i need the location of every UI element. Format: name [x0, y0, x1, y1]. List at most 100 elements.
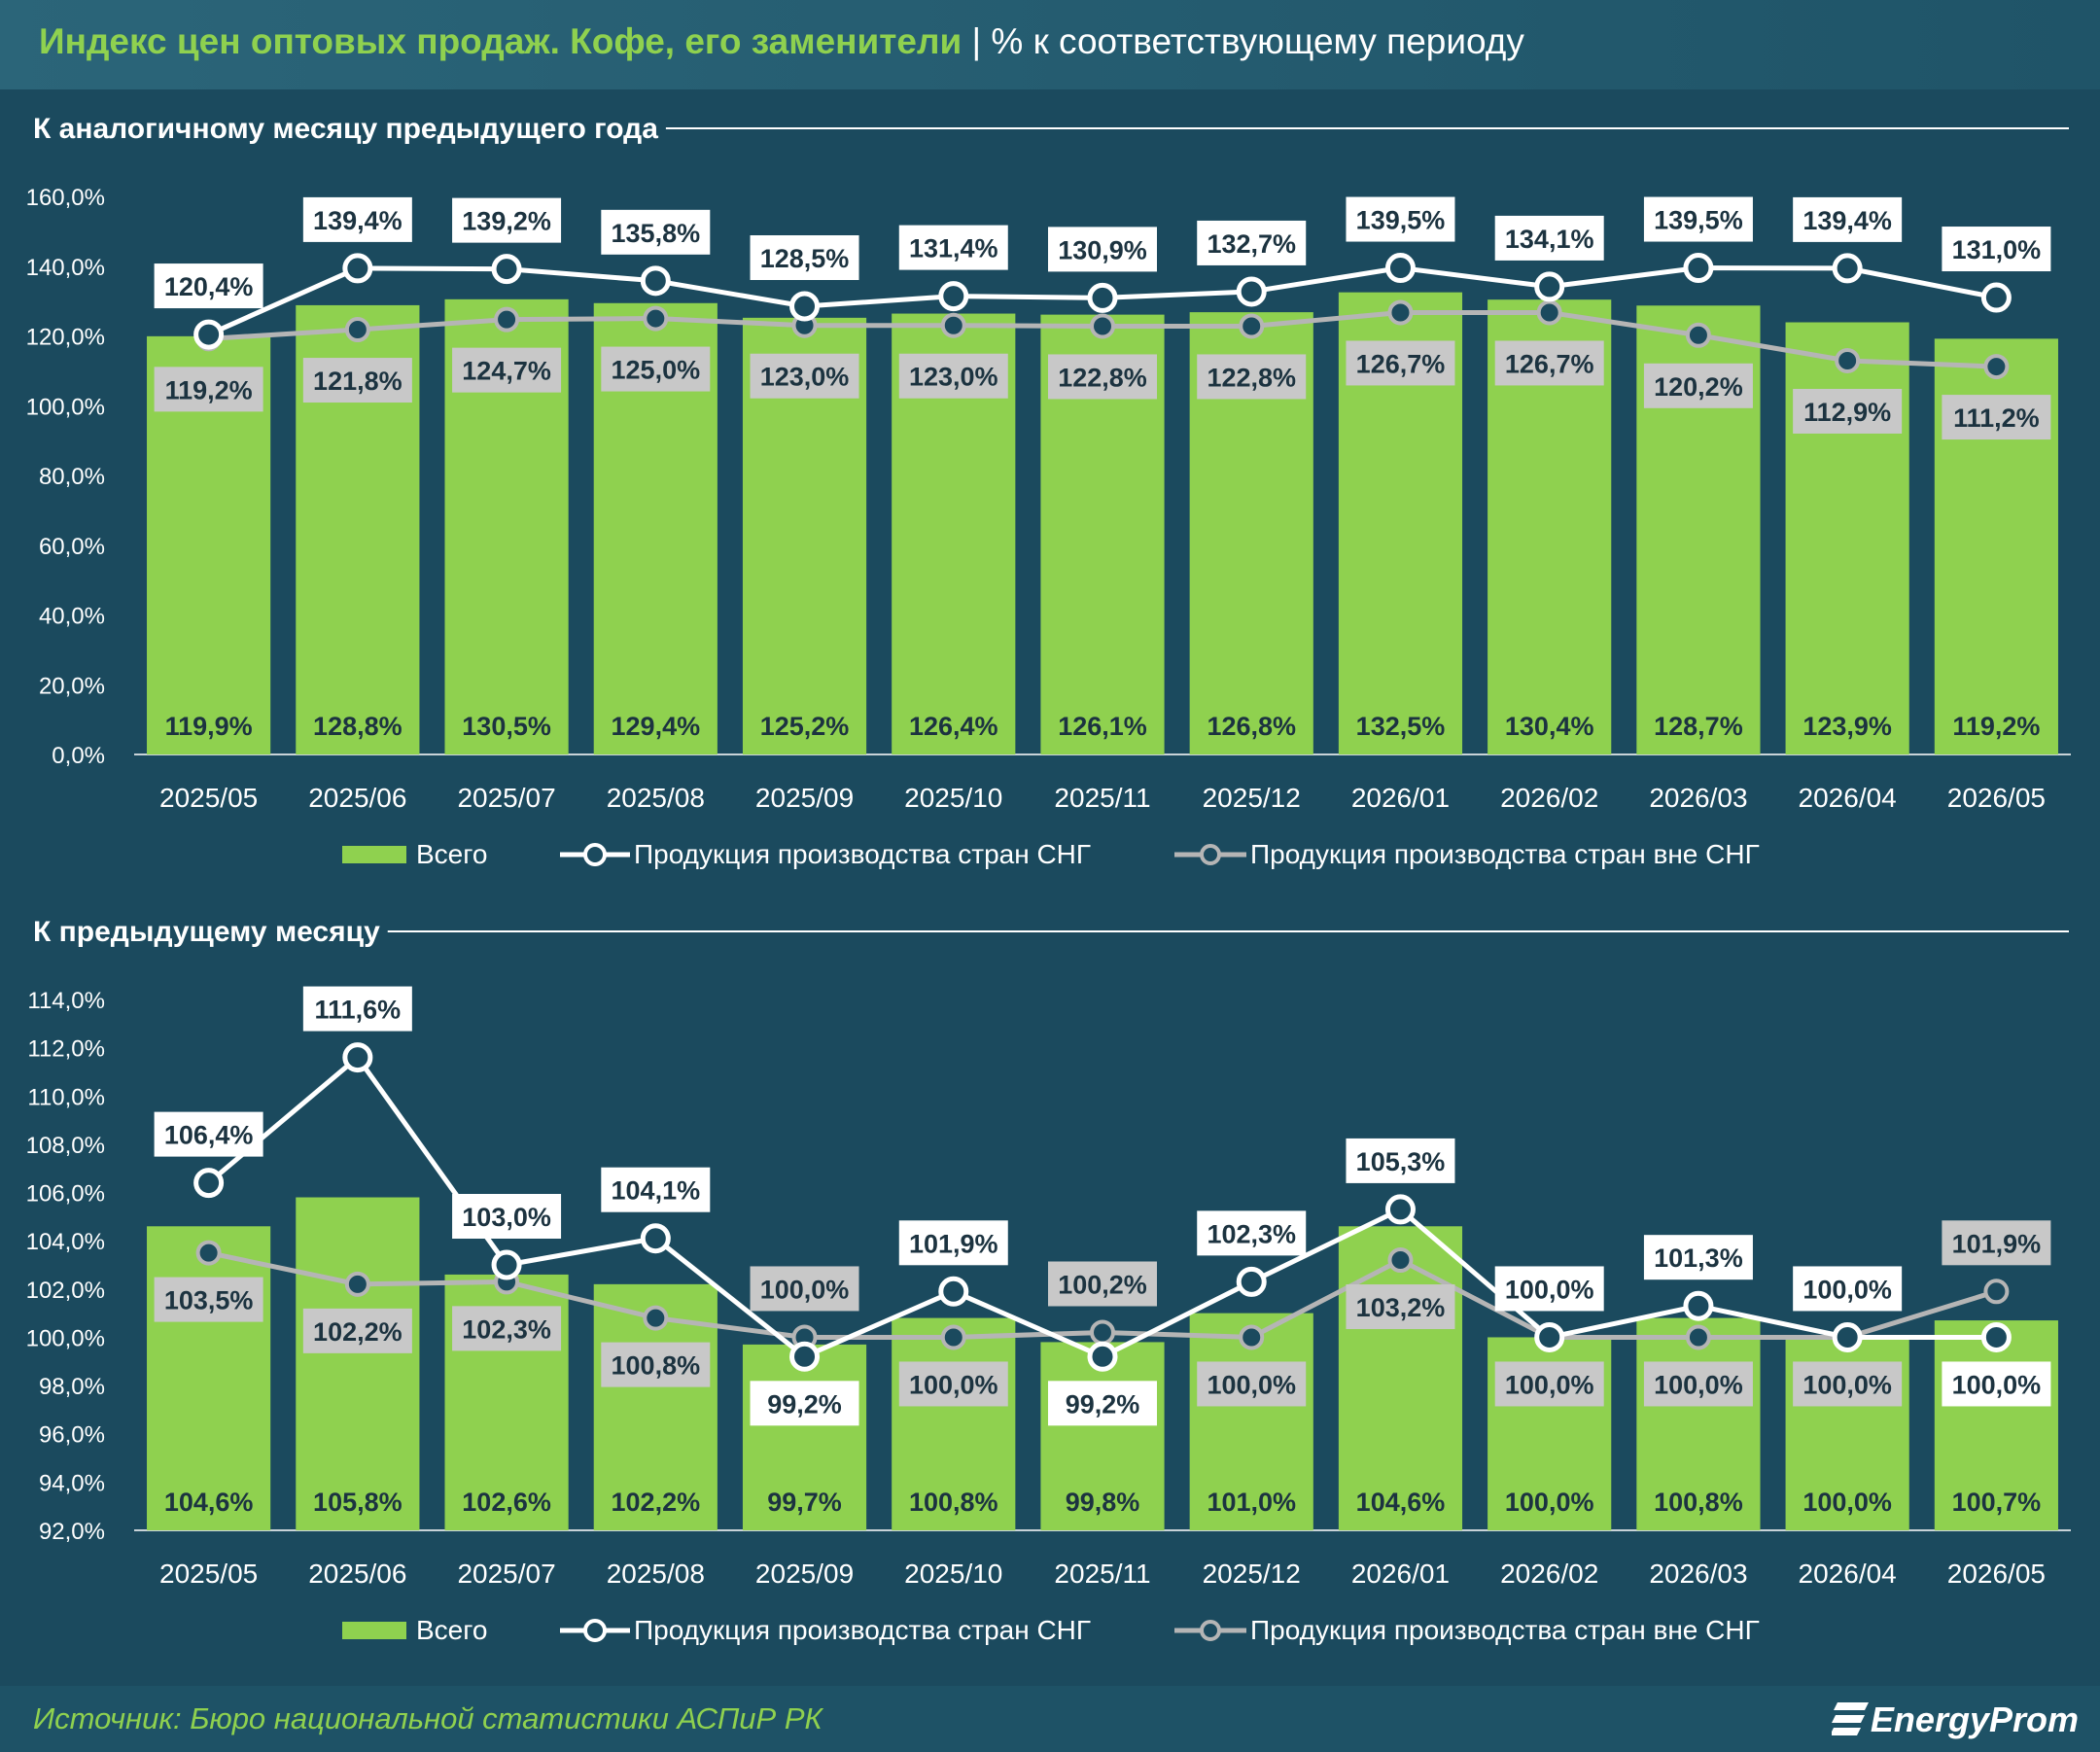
point-cis: [342, 1042, 373, 1073]
point-cis: [342, 253, 373, 284]
non-cis-value-label: 100,0%: [1654, 1370, 1743, 1399]
title-main: Индекс цен оптовых продаж. Кофе, его зам…: [39, 21, 962, 61]
legend-label: Всего: [416, 839, 487, 869]
point-non-cis: [940, 1324, 966, 1350]
non-cis-value-label-box: [154, 1277, 263, 1322]
point-cis: [1980, 282, 2012, 313]
cis-value-label-box: [452, 197, 562, 243]
point-cis: [491, 254, 522, 285]
cis-value-label-box: [1643, 196, 1753, 242]
cis-value-label: 134,1%: [1505, 225, 1594, 254]
cis-value-label: 100,0%: [1802, 1275, 1892, 1304]
legend-label: Продукция производства стран СНГ: [634, 839, 1091, 869]
y-tick-label: 114,0%: [27, 988, 105, 1014]
non-cis-value-label: 100,0%: [1802, 1370, 1892, 1399]
point-cis: [193, 319, 225, 350]
bar-value-label: 130,5%: [462, 712, 551, 741]
legend-marker-non-cis: [1200, 1620, 1221, 1641]
bar: [892, 1317, 1016, 1530]
point-cis: [640, 1223, 671, 1254]
title-separator: |: [971, 21, 982, 61]
non-cis-value-label: 123,0%: [909, 363, 998, 392]
non-cis-value-label: 120,2%: [1654, 372, 1743, 402]
point-cis: [1384, 1194, 1416, 1225]
cis-value-label-box: [1197, 220, 1307, 265]
x-tick-label: 2026/03: [1649, 1559, 1747, 1589]
legend-label: Продукция производства стран вне СНГ: [1250, 1615, 1760, 1645]
non-cis-value-label-box: [1942, 395, 2051, 440]
non-cis-value-label: 112,9%: [1803, 398, 1891, 427]
x-tick-label: 2026/04: [1799, 1559, 1897, 1589]
cis-value-label-box: [1793, 1266, 1903, 1312]
point-non-cis: [940, 312, 966, 338]
x-tick-label: 2025/11: [1054, 1559, 1150, 1589]
bar-value-label: 102,2%: [612, 1488, 701, 1517]
cis-value-label-box: [601, 209, 711, 255]
cis-value-label: 120,4%: [164, 272, 254, 301]
y-tick-label: 104,0%: [26, 1229, 105, 1255]
non-cis-value-label-box: [898, 353, 1008, 399]
point-cis: [1832, 253, 1863, 284]
non-cis-value-label: 103,5%: [164, 1286, 254, 1315]
x-tick-label: 2026/01: [1351, 1559, 1450, 1589]
non-cis-value-label-box: [1793, 1361, 1903, 1407]
cis-value-label-box: [898, 225, 1008, 270]
cis-value-label: 101,9%: [909, 1229, 998, 1258]
non-cis-value-label: 101,9%: [1952, 1229, 2042, 1258]
non-cis-value-label-box: [601, 1342, 711, 1387]
point-cis: [1236, 276, 1267, 307]
y-tick-label: 106,0%: [26, 1181, 105, 1208]
non-cis-value-label-box: [1346, 340, 1455, 386]
non-cis-value-label: 123,0%: [760, 363, 850, 392]
non-cis-value-label-box: [1197, 354, 1307, 400]
non-cis-value-label: 119,2%: [165, 375, 253, 404]
bar-value-label: 126,8%: [1207, 712, 1296, 741]
point-cis: [640, 265, 671, 297]
point-non-cis: [1685, 322, 1711, 348]
y-tick-label: 92,0%: [39, 1519, 105, 1545]
bar-value-label: 101,0%: [1207, 1488, 1296, 1517]
cis-value-label-box: [1346, 1138, 1455, 1183]
bar-value-label: 105,8%: [313, 1488, 402, 1517]
legend-swatch-bar: [342, 846, 406, 863]
non-cis-value-label-box: [302, 1308, 412, 1353]
bar-value-label: 126,1%: [1058, 712, 1147, 741]
cis-value-label: 132,7%: [1207, 229, 1296, 259]
cis-value-label-box: [1197, 1210, 1307, 1256]
point-non-cis: [1090, 313, 1115, 339]
bar-value-label: 99,7%: [767, 1488, 842, 1517]
bar-value-label: 128,8%: [313, 712, 402, 741]
x-tick-label: 2026/04: [1799, 783, 1897, 813]
y-tick-label: 112,0%: [27, 1036, 105, 1063]
section-title: К аналогичному месяцу предыдущего года: [33, 113, 658, 145]
cis-value-label: 104,1%: [612, 1176, 701, 1206]
point-cis: [1534, 271, 1565, 302]
energyprom-logo-icon: [1831, 1702, 1869, 1735]
bar: [742, 1344, 867, 1530]
non-cis-value-label-box: [1643, 363, 1753, 408]
bar-value-label: 119,2%: [1952, 712, 2040, 741]
point-non-cis: [1387, 299, 1414, 326]
cis-value-label: 103,0%: [462, 1203, 551, 1232]
cis-value-label: 139,2%: [462, 207, 551, 236]
x-tick-label: 2026/02: [1500, 1559, 1598, 1589]
non-cis-value-label-box: [750, 1266, 859, 1312]
y-tick-label: 120,0%: [26, 325, 105, 351]
non-cis-value-label: 122,8%: [1207, 363, 1296, 392]
x-tick-label: 2026/01: [1351, 783, 1450, 813]
non-cis-value-label-box: [1494, 340, 1604, 386]
non-cis-value-label: 122,8%: [1058, 363, 1147, 392]
non-cis-value-label: 102,3%: [462, 1314, 551, 1344]
point-non-cis: [195, 1240, 222, 1266]
point-cis: [938, 1276, 969, 1307]
y-tick-label: 20,0%: [39, 673, 105, 699]
cis-value-label-box: [1793, 196, 1903, 242]
legend-swatch-bar: [342, 1622, 406, 1639]
point-non-cis: [344, 317, 370, 343]
cis-value-label-box: [1942, 227, 2051, 272]
non-cis-value-label-box: [601, 346, 711, 392]
cis-value-label: 102,3%: [1207, 1219, 1296, 1248]
bar-value-label: 125,2%: [760, 712, 850, 741]
bar-value-label: 128,7%: [1654, 712, 1743, 741]
